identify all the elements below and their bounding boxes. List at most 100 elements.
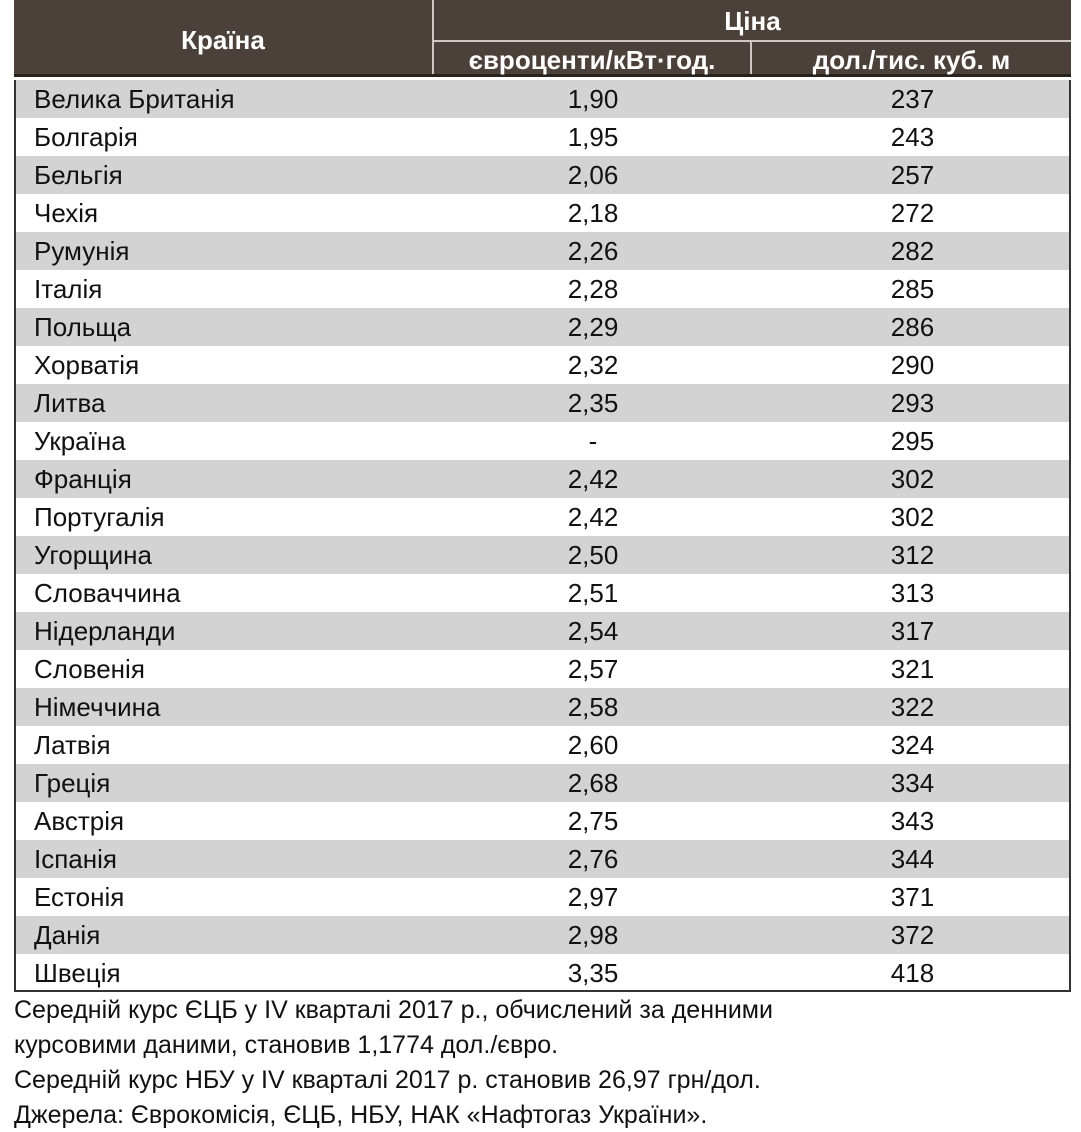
table-row: Литва 2,35 293	[16, 384, 1069, 422]
country: Швеція	[34, 958, 121, 988]
country: Словенія	[34, 654, 145, 684]
price-usd: 324	[890, 730, 935, 760]
table-row: Румунія 2,26 282	[16, 232, 1069, 270]
country: Німеччина	[34, 692, 161, 722]
price-eurocent: 2,50	[567, 540, 619, 570]
table-row: Хорватія 2,32 290	[16, 346, 1069, 384]
table-row: Угорщина 2,50 312	[16, 536, 1069, 574]
country: Латвія	[34, 730, 111, 760]
table-row: Словаччина 2,51 313	[16, 574, 1069, 612]
country: Греція	[34, 768, 111, 798]
country: Іспанія	[34, 844, 117, 874]
price-usd: 321	[890, 654, 935, 684]
price-usd: 286	[890, 312, 935, 342]
country: Естонія	[34, 882, 125, 912]
country: Чехія	[34, 198, 99, 228]
price-usd: 313	[890, 578, 935, 608]
price-usd: 372	[890, 920, 935, 950]
price-usd: 371	[890, 882, 935, 912]
table-row: Австрія 2,75 343	[16, 802, 1069, 840]
price-usd: 290	[890, 350, 935, 380]
note-line: Середній курс НБУ у IV кварталі 2017 р. …	[14, 1066, 761, 1094]
table-row: Велика Британія 1,90 237	[16, 80, 1069, 118]
table-row: Італія 2,28 285	[16, 270, 1069, 308]
table-row: Словенія 2,57 321	[16, 650, 1069, 688]
divider	[750, 40, 752, 74]
price-usd: 237	[890, 84, 935, 114]
price-eurocent: 2,98	[567, 920, 619, 950]
country: Польща	[34, 312, 132, 342]
country: Словаччина	[34, 578, 181, 608]
country: Україна	[34, 426, 126, 456]
table-row: Нідерланди 2,54 317	[16, 612, 1069, 650]
price-eurocent: 1,95	[567, 122, 619, 152]
table-row: Німеччина 2,58 322	[16, 688, 1069, 726]
table-header: Країна Ціна євроценти/кВт·год. дол./тис.…	[14, 0, 1071, 77]
price-eurocent: 2,54	[567, 616, 619, 646]
price-eurocent: 2,42	[567, 502, 619, 532]
price-usd: 285	[890, 274, 935, 304]
price-eurocent: 2,58	[567, 692, 619, 722]
header-country: Країна	[181, 25, 265, 55]
price-eurocent: 2,18	[567, 198, 619, 228]
note-line: курсовими даними, становив 1,1774 дол./є…	[14, 1031, 559, 1059]
price-usd: 295	[890, 426, 935, 456]
country: Італія	[34, 274, 103, 304]
price-usd: 312	[890, 540, 935, 570]
country: Болгарія	[34, 122, 138, 152]
table-row: Польща 2,29 286	[16, 308, 1069, 346]
price-eurocent: 2,32	[567, 350, 619, 380]
price-eurocent: 2,68	[567, 768, 619, 798]
price-usd: 334	[890, 768, 935, 798]
country: Хорватія	[34, 350, 140, 380]
table-row: Іспанія 2,76 344	[16, 840, 1069, 878]
country: Бельгія	[34, 160, 123, 190]
price-usd: 282	[890, 236, 935, 266]
price-usd: 302	[890, 464, 935, 494]
table-row: Естонія 2,97 371	[16, 878, 1069, 916]
table-row: Швеція 3,35 418	[16, 954, 1069, 992]
table-row: Чехія 2,18 272	[16, 194, 1069, 232]
price-usd: 344	[890, 844, 935, 874]
price-eurocent: 2,60	[567, 730, 619, 760]
country: Велика Британія	[34, 84, 235, 114]
table-row: Болгарія 1,95 243	[16, 118, 1069, 156]
header-col1: євроценти/кВт·год.	[468, 45, 716, 75]
table-row: Україна - 295	[16, 422, 1069, 460]
table-row: Португалія 2,42 302	[16, 498, 1069, 536]
price-eurocent: 2,57	[567, 654, 619, 684]
table-row: Данія 2,98 372	[16, 916, 1069, 954]
table-row: Латвія 2,60 324	[16, 726, 1069, 764]
price-eurocent: 2,76	[567, 844, 619, 874]
price-eurocent: 2,97	[567, 882, 619, 912]
divider	[434, 40, 1071, 42]
price-eurocent: 2,42	[567, 464, 619, 494]
price-eurocent: 2,26	[567, 236, 619, 266]
price-usd: 418	[890, 958, 935, 988]
note-line: Середній курс ЄЦБ у IV кварталі 2017 р.,…	[14, 996, 773, 1024]
table-row: Бельгія 2,06 257	[16, 156, 1069, 194]
price-usd: 317	[890, 616, 935, 646]
price-eurocent: 2,06	[567, 160, 619, 190]
price-usd: 293	[890, 388, 935, 418]
header-col2: дол./тис. куб. м	[812, 45, 1011, 75]
price-usd: 343	[890, 806, 935, 836]
country: Нідерланди	[34, 616, 176, 646]
price-eurocent: 3,35	[567, 958, 619, 988]
country: Румунія	[34, 236, 130, 266]
country: Литва	[34, 388, 106, 418]
price-eurocent: -	[588, 426, 598, 456]
divider	[432, 0, 434, 74]
country: Франція	[34, 464, 132, 494]
country: Португалія	[34, 502, 165, 532]
price-eurocent: 2,28	[567, 274, 619, 304]
price-usd: 243	[890, 122, 935, 152]
note-line: Джерела: Єврокомісія, ЄЦБ, НБУ, НАК «Наф…	[14, 1101, 708, 1129]
country: Австрія	[34, 806, 125, 836]
price-eurocent: 2,35	[567, 388, 619, 418]
table-body: Велика Британія 1,90 237 Болгарія 1,95 243 Бел…	[14, 80, 1071, 992]
price-eurocent: 2,75	[567, 806, 619, 836]
price-usd: 322	[890, 692, 935, 722]
table-row: Греція 2,68 334	[16, 764, 1069, 802]
price-usd: 272	[890, 198, 935, 228]
